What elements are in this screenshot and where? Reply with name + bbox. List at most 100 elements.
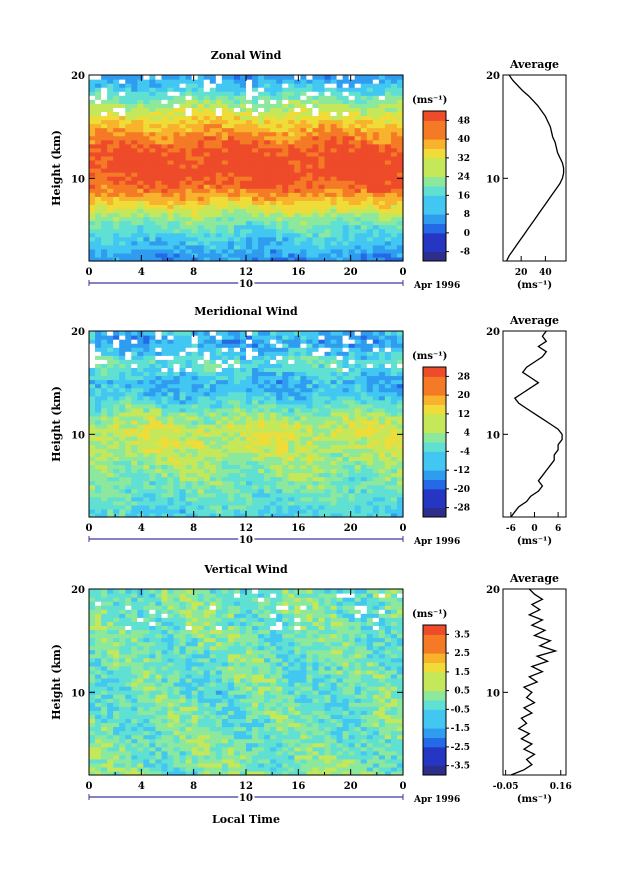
heatmap-cell bbox=[209, 383, 217, 389]
heatmap-cell bbox=[258, 244, 265, 250]
heatmap-cell bbox=[137, 91, 144, 96]
heatmap-cell bbox=[348, 135, 356, 141]
heatmap-cell bbox=[264, 468, 271, 474]
heatmap-cell bbox=[318, 244, 326, 250]
heatmap-cell bbox=[312, 444, 320, 449]
heatmap-cell bbox=[342, 428, 350, 433]
heatmap-cell bbox=[143, 103, 150, 108]
heatmap-cell bbox=[89, 391, 96, 397]
heatmap-cell bbox=[161, 407, 169, 413]
heatmap-cell bbox=[143, 75, 150, 80]
heatmap-cell bbox=[227, 351, 235, 356]
heatmap-cell bbox=[209, 212, 217, 218]
heatmap-cell bbox=[227, 391, 235, 397]
heatmap-cell bbox=[221, 331, 229, 336]
heatmap-cell bbox=[390, 399, 398, 405]
heatmap-cell bbox=[173, 428, 181, 433]
heatmap-cell bbox=[372, 188, 380, 193]
heatmap-cell bbox=[354, 460, 362, 466]
heatmap-cell bbox=[294, 476, 301, 482]
heatmap-cell bbox=[197, 200, 205, 205]
heatmap-cell bbox=[348, 331, 356, 336]
heatmap-cell bbox=[137, 163, 144, 169]
heatmap-cell bbox=[324, 220, 332, 226]
heatmap-cell bbox=[360, 480, 368, 486]
heatmap-cell bbox=[227, 220, 235, 226]
heatmap-cell bbox=[239, 411, 247, 417]
heatmap-cell bbox=[227, 335, 235, 340]
heatmap-cell bbox=[306, 200, 314, 205]
heatmap-cell bbox=[203, 204, 211, 210]
heatmap-cell bbox=[149, 363, 157, 368]
heatmap-cell bbox=[264, 200, 271, 205]
heatmap-cell bbox=[233, 359, 241, 364]
heatmap-cell bbox=[342, 395, 350, 401]
heatmap-cell bbox=[185, 212, 193, 218]
heatmap-cell bbox=[330, 131, 338, 137]
heatmap-cell bbox=[95, 143, 102, 149]
heatmap-cell bbox=[101, 176, 108, 181]
heatmap-cell bbox=[149, 192, 157, 197]
heatmap-cell bbox=[300, 351, 307, 356]
heatmap-cell bbox=[276, 208, 283, 214]
heatmap-cell bbox=[167, 115, 175, 121]
heatmap-cell bbox=[203, 220, 211, 226]
heatmap-cell bbox=[143, 240, 150, 246]
heatmap-cell bbox=[215, 387, 223, 393]
heatmap-cell bbox=[384, 147, 392, 153]
colorbar-label: -8 bbox=[460, 248, 470, 258]
heatmap-cell bbox=[233, 188, 241, 193]
heatmap-cell bbox=[360, 143, 368, 149]
heatmap-cell bbox=[233, 248, 241, 254]
heatmap-cell bbox=[233, 492, 241, 498]
heatmap-cell bbox=[155, 236, 163, 242]
heatmap-cell bbox=[143, 359, 150, 364]
heatmap-cell bbox=[191, 432, 199, 437]
heatmap-cell bbox=[378, 244, 386, 250]
heatmap-cell bbox=[89, 436, 96, 441]
heatmap-cell bbox=[312, 460, 320, 466]
heatmap-cell bbox=[149, 212, 157, 218]
heatmap-cell bbox=[372, 355, 380, 360]
x-tick-label: 8 bbox=[190, 267, 197, 278]
heatmap-cell bbox=[197, 115, 205, 121]
heatmap-cell bbox=[294, 75, 301, 80]
heatmap-cell bbox=[366, 127, 374, 133]
heatmap-cell bbox=[390, 83, 398, 88]
heatmap-cell bbox=[348, 403, 356, 409]
heatmap-cell bbox=[336, 220, 344, 226]
heatmap-cell bbox=[270, 371, 277, 377]
heatmap-cell bbox=[312, 83, 320, 88]
heatmap-cell bbox=[318, 460, 326, 466]
heatmap-cell bbox=[191, 347, 199, 352]
heatmap-cell bbox=[215, 415, 223, 421]
heatmap-cell bbox=[227, 212, 235, 218]
heatmap-cell bbox=[149, 387, 157, 393]
heatmap-cell bbox=[95, 488, 102, 494]
heatmap-cell bbox=[306, 512, 314, 518]
heatmap-cell bbox=[252, 139, 259, 145]
heatmap-cell bbox=[336, 508, 344, 514]
heatmap-cell bbox=[155, 176, 163, 181]
heatmap-cell bbox=[233, 379, 241, 385]
heatmap-cell bbox=[221, 131, 229, 137]
heatmap-cell bbox=[270, 331, 277, 336]
heatmap-cell bbox=[312, 472, 320, 478]
heatmap-cell bbox=[167, 232, 175, 238]
heatmap-cell bbox=[372, 391, 380, 397]
heatmap-cell bbox=[294, 188, 301, 193]
heatmap-cell bbox=[336, 452, 344, 457]
heatmap-cell bbox=[107, 448, 114, 453]
heatmap-cell bbox=[336, 504, 344, 510]
heatmap-cell bbox=[179, 399, 187, 405]
heatmap-cell bbox=[197, 452, 205, 457]
heatmap-cell bbox=[191, 188, 199, 193]
heatmap-cell bbox=[107, 95, 114, 100]
heatmap-cell bbox=[125, 468, 132, 474]
heatmap-cell bbox=[378, 383, 386, 389]
heatmap-cell bbox=[372, 119, 380, 125]
heatmap-cell bbox=[390, 228, 398, 234]
heatmap-cell bbox=[209, 216, 217, 222]
heatmap-cell bbox=[179, 432, 187, 437]
heatmap-cell bbox=[131, 168, 138, 173]
